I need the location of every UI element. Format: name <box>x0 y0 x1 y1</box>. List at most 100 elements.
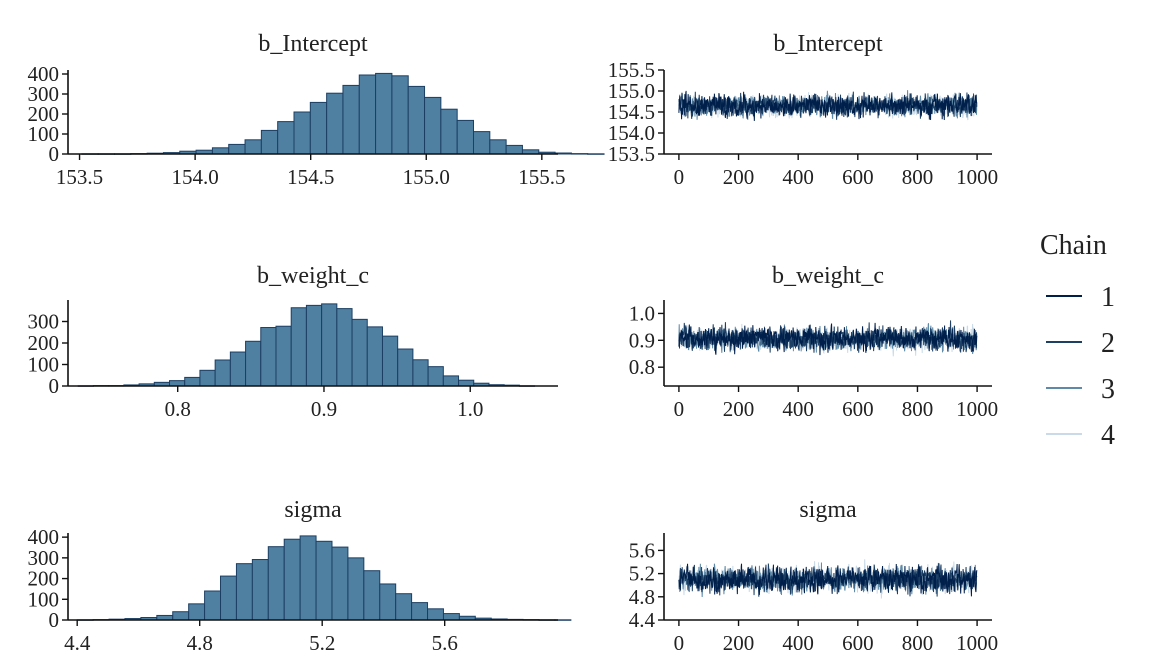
b-intercept-histogram-x-tick-label: 155.5 <box>518 165 565 189</box>
b-intercept-histogram-title: b_Intercept <box>258 31 368 57</box>
legend-label-3: 3 <box>1101 374 1115 405</box>
sigma-histogram-y-tick-label: 300 <box>28 546 60 570</box>
b-intercept-trace-series-1-line <box>678 90 978 121</box>
sigma-trace-axes: 0 200 400 600 800 1000 4.44.85.25.6 <box>629 533 998 655</box>
b-intercept-histogram-bar <box>570 153 589 155</box>
b-intercept-trace-x-tick-label: 400 <box>782 165 814 189</box>
b-intercept-histogram-bar <box>407 85 426 155</box>
sigma-trace-marks <box>678 559 978 599</box>
b-weight-c-histogram-bar <box>336 308 353 387</box>
b-intercept-histogram-bar <box>277 121 295 155</box>
b-intercept-histogram-bar <box>440 108 458 155</box>
b-weight-c-trace-series-1-line <box>678 322 978 356</box>
b-weight-c-histogram-bar <box>229 351 247 387</box>
sigma-trace-y-tick-label: 4.4 <box>629 608 656 632</box>
b-weight-c-histogram-y-tick-label: 100 <box>28 353 60 377</box>
sigma-histogram-bar <box>331 546 349 621</box>
b-weight-c-trace-y-tick-label: 1.0 <box>629 301 655 325</box>
sigma-histogram-bar <box>204 590 222 621</box>
b-weight-c-histogram-bar <box>458 379 475 387</box>
b-intercept-trace-x-tick-label: 200 <box>723 165 755 189</box>
b-weight-c-histogram-title: b_weight_c <box>257 263 369 289</box>
b-weight-c-histogram-bar <box>305 304 323 387</box>
b-weight-c-histogram-y-tick-label: 0 <box>49 374 60 398</box>
sigma-trace-x-tick-label: 800 <box>902 631 934 655</box>
b-intercept-trace-y-tick-label: 155.0 <box>608 79 655 103</box>
sigma-trace-x-tick-label: 1000 <box>956 631 998 655</box>
b-intercept-trace-y-tick-label: 153.5 <box>608 142 655 166</box>
legend-label-1: 1 <box>1101 282 1115 313</box>
sigma-histogram-bar <box>395 593 413 621</box>
legend-label-2: 2 <box>1101 328 1115 359</box>
b-weight-c-histogram-y-tick-label: 200 <box>28 331 60 355</box>
sigma-histogram-title: sigma <box>284 497 342 523</box>
b-intercept-trace-marks <box>678 90 978 121</box>
b-weight-c-histogram-x-tick-label: 1.0 <box>457 397 483 421</box>
sigma-trace-y-tick-label: 5.6 <box>629 538 655 562</box>
b-intercept-trace-x-tick-label: 800 <box>902 165 934 189</box>
b-intercept-histogram-bar <box>260 129 279 155</box>
sigma-histogram-bar <box>411 602 429 621</box>
legend-entry-3: 3 <box>1046 374 1115 405</box>
b-weight-c-histogram-bar <box>351 318 368 387</box>
b-intercept-histogram-bar <box>375 72 393 155</box>
b-intercept-histogram-y-tick-label: 100 <box>28 122 60 146</box>
b-intercept-histogram-bar <box>228 143 246 155</box>
b-weight-c-trace-x-tick-label: 600 <box>842 397 874 421</box>
b-weight-c-histogram-y-tick-label: 300 <box>28 310 60 334</box>
b-intercept-histogram-bar <box>244 139 262 155</box>
sigma-histogram-bar <box>220 575 237 621</box>
b-intercept-trace-x-tick-label: 1000 <box>956 165 998 189</box>
b-weight-c-histogram-bar <box>366 326 383 387</box>
b-weight-c-histogram-bar <box>260 327 277 387</box>
sigma-trace-panel: sigma 0 200 400 600 800 1000 4.44.85.25.6 <box>629 497 998 655</box>
sigma-histogram-bar <box>315 540 333 621</box>
b-weight-c-trace-x-tick-label: 200 <box>723 397 755 421</box>
b-intercept-histogram-bar <box>309 101 328 155</box>
b-weight-c-histogram-bar <box>381 335 399 387</box>
sigma-trace-title: sigma <box>799 497 857 523</box>
b-weight-c-histogram-x-tick-label: 0.8 <box>165 397 191 421</box>
b-weight-c-histogram-bar <box>169 380 186 387</box>
b-intercept-histogram-bar <box>211 147 230 155</box>
legend-entry-1: 1 <box>1046 282 1115 313</box>
b-weight-c-histogram-bar <box>199 369 216 387</box>
b-weight-c-trace-x-tick-label: 1000 <box>956 397 998 421</box>
b-weight-c-histogram-bar <box>275 325 292 387</box>
b-weight-c-histogram-bar <box>397 348 414 387</box>
b-weight-c-histogram-bar <box>214 359 231 387</box>
sigma-histogram-bar <box>251 559 269 621</box>
b-weight-c-histogram-bar <box>290 307 307 387</box>
b-weight-c-histogram-bar <box>412 359 429 387</box>
b-intercept-histogram-bar <box>326 92 344 155</box>
b-intercept-histogram-x-tick-label: 153.5 <box>56 165 103 189</box>
sigma-histogram-marks <box>76 535 572 621</box>
b-weight-c-trace-panel: b_weight_c 0 200 400 600 800 1000 0.8 0.9 1.0 <box>629 263 998 421</box>
b-intercept-histogram-bar <box>472 131 491 155</box>
b-intercept-histogram-y-tick-label: 200 <box>28 102 60 126</box>
b-intercept-histogram-bar <box>505 144 523 155</box>
sigma-histogram-bar <box>235 563 253 621</box>
sigma-histogram-x-tick-label: 5.6 <box>432 631 458 655</box>
sigma-histogram-x-tick-label: 5.2 <box>309 631 335 655</box>
b-intercept-histogram-bar <box>587 153 605 155</box>
legend-title: Chain <box>1040 230 1107 261</box>
b-intercept-histogram-bar <box>424 96 442 155</box>
sigma-trace-x-tick-label: 0 <box>674 631 685 655</box>
b-intercept-histogram-bar <box>342 84 360 155</box>
b-weight-c-histogram-bar <box>442 375 460 387</box>
b-weight-c-histogram-bar <box>184 376 201 387</box>
sigma-trace-y-tick-label: 4.8 <box>629 585 655 609</box>
b-intercept-histogram-y-tick-label: 0 <box>49 142 60 166</box>
sigma-histogram-bar <box>379 583 397 621</box>
legend-entry-4: 4 <box>1046 420 1115 451</box>
b-weight-c-trace-axes: 0 200 400 600 800 1000 0.8 0.9 1.0 <box>629 300 998 421</box>
sigma-histogram-bar <box>427 608 444 621</box>
b-intercept-histogram-y-tick-label: 300 <box>28 82 60 106</box>
